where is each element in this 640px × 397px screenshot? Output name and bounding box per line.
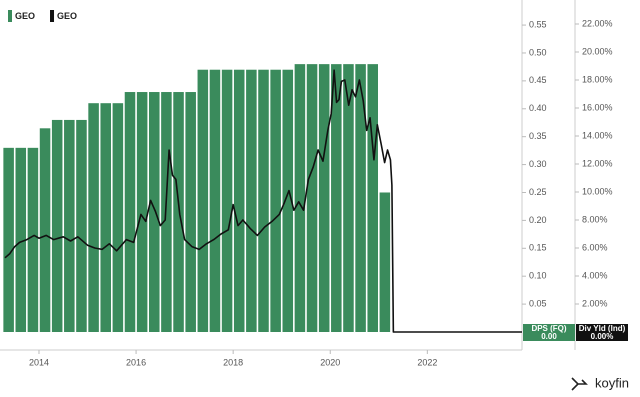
- bar: [27, 147, 39, 332]
- badge-label: DPS (FQ): [531, 324, 566, 333]
- y2-tick-label: 22.00%: [582, 18, 613, 28]
- bar: [136, 92, 148, 332]
- bar: [124, 92, 136, 332]
- bar: [76, 119, 87, 332]
- y2-tick-label: 4.00%: [582, 270, 608, 280]
- y-tick-label: 0.05: [529, 298, 547, 308]
- bar: [318, 64, 330, 332]
- y2-tick-label: 2.00%: [582, 298, 608, 308]
- bar: [15, 147, 27, 332]
- bar: [379, 192, 391, 332]
- bar: [343, 64, 354, 332]
- y2-tick-label: 16.00%: [582, 102, 613, 112]
- plot: [3, 64, 522, 333]
- bar: [221, 69, 233, 332]
- y2-tick-label: 20.00%: [582, 46, 613, 56]
- y-tick-label: 0.10: [529, 271, 547, 281]
- bar: [209, 69, 221, 332]
- bar: [185, 92, 196, 332]
- y-tick-label: 0.50: [529, 47, 547, 57]
- bar: [39, 128, 51, 332]
- y2-tick-label: 14.00%: [582, 130, 613, 140]
- y-tick-label: 0.20: [529, 215, 547, 225]
- bar: [233, 69, 245, 332]
- bar: [282, 69, 294, 332]
- bar: [88, 103, 99, 333]
- bar: [246, 69, 257, 332]
- bar: [258, 69, 269, 332]
- x-tick-label: 2022: [417, 357, 437, 367]
- bar: [197, 69, 209, 332]
- legend-label: GEO: [57, 11, 77, 21]
- bar: [3, 147, 14, 332]
- x-tick-label: 2014: [29, 357, 49, 367]
- bar: [173, 92, 184, 332]
- y-tick-label: 0.30: [529, 159, 547, 169]
- y2-tick-label: 6.00%: [582, 242, 608, 252]
- y-tick-label: 0.35: [529, 131, 547, 141]
- bar: [367, 64, 378, 332]
- x-tick-label: 2018: [223, 357, 243, 367]
- bar: [331, 64, 342, 332]
- legend-label: GEO: [15, 11, 35, 21]
- y-tick-label: 0.40: [529, 103, 547, 113]
- y-tick-label: 0.55: [529, 19, 547, 29]
- bar: [306, 64, 318, 332]
- y-tick-label: 0.25: [529, 187, 547, 197]
- legend-swatch: [8, 10, 12, 22]
- bar: [112, 103, 124, 333]
- brand-logo: [571, 377, 588, 391]
- bar: [51, 119, 63, 332]
- x-tick-label: 2020: [320, 357, 340, 367]
- brand: koyfin: [595, 375, 629, 390]
- badge-value: 0.00: [541, 332, 557, 341]
- badge-label: Div Yld (Ind): [579, 324, 626, 333]
- x-tick-label: 2016: [126, 357, 146, 367]
- legend-swatch: [50, 10, 55, 22]
- bar: [355, 64, 366, 332]
- bar: [100, 103, 111, 333]
- bar: [270, 69, 281, 332]
- badge: [576, 324, 628, 341]
- bar: [294, 64, 306, 332]
- line: [4, 69, 522, 333]
- bar: [149, 92, 160, 332]
- badge-value: 0.00%: [591, 332, 614, 341]
- y-tick-label: 0.45: [529, 75, 547, 85]
- badge: [523, 324, 575, 341]
- y-tick-label: 0.15: [529, 243, 547, 253]
- y2-tick-label: 8.00%: [582, 214, 608, 224]
- bar: [64, 119, 75, 332]
- y2-tick-label: 12.00%: [582, 158, 613, 168]
- y2-tick-label: 18.00%: [582, 74, 613, 84]
- y2-tick-label: 10.00%: [582, 186, 613, 196]
